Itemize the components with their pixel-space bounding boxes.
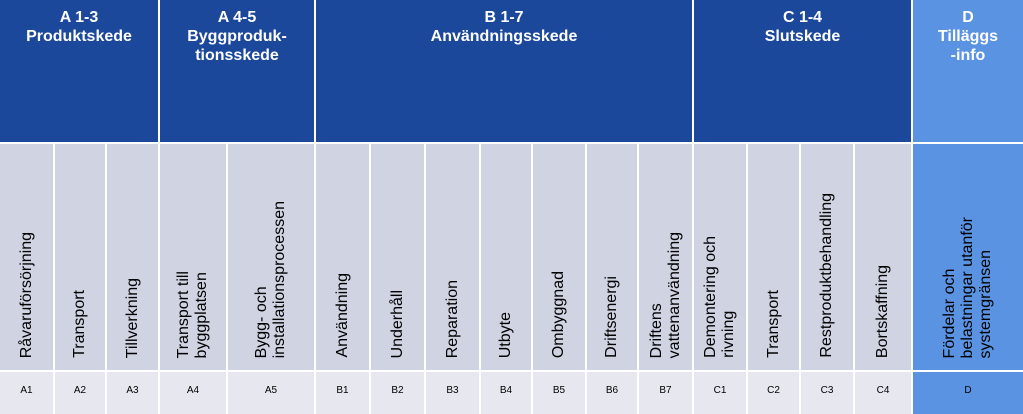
module-name: Reparation — [444, 280, 462, 358]
stage-header-a1-3: A 1-3 Produktskede — [0, 0, 158, 142]
module-code-a3: A3 — [107, 372, 158, 414]
module-name: Utbyte — [497, 312, 515, 358]
module-name-line: rivning — [720, 310, 737, 358]
stage-header-line: A 1-3 — [59, 9, 99, 26]
module-name: Råvaruförsörjning — [18, 232, 36, 358]
module-name-cell-a4: Transport till byggplatsen — [160, 144, 226, 370]
module-code-c4: C4 — [855, 372, 911, 414]
module-name-line: Driftsenergi — [603, 276, 620, 358]
module-code-b3: B3 — [426, 372, 479, 414]
module-name-line: Bygg- och — [253, 285, 270, 358]
stage-header-d: D Tilläggs -info — [913, 0, 1023, 142]
module-name: Ombyggnad — [550, 271, 568, 358]
module-name: Transport till byggplatsen — [175, 271, 211, 358]
module-name: Demontering och rivning — [702, 236, 738, 358]
stage-header-a4-5: A 4-5 Byggproduk-tionsskede — [160, 0, 314, 142]
module-name-cell-d: Fördelar och belastningar utanför systemgr… — [913, 144, 1023, 370]
module-name-cell-c1: Demontering och rivning — [694, 144, 746, 370]
module-name-line: Utbyte — [497, 311, 514, 358]
module-name: Restproduktbehandling — [818, 193, 836, 358]
module-code-b7: B7 — [639, 372, 692, 414]
module-name-line: Tillverkning — [123, 277, 141, 358]
module-code-a1: A1 — [0, 372, 53, 414]
module-name-line: systemgränsen — [977, 249, 994, 359]
module-name: Underhåll — [389, 290, 407, 358]
module-code-b2: B2 — [371, 372, 424, 414]
module-name-cell-b4: Utbyte — [481, 144, 531, 370]
module-code-c2: C2 — [748, 372, 799, 414]
module-name-cell-b5: Ombyggnad — [533, 144, 585, 370]
module-name-line: installationsprocessen — [271, 200, 288, 358]
module-name-line: vattenanvändning — [665, 231, 683, 358]
module-name-line: Transport till — [175, 270, 192, 358]
module-name: Bygg- och installationsprocessen — [253, 201, 289, 358]
module-name-line: Reparation — [443, 279, 461, 358]
module-name: Transport — [71, 290, 89, 358]
stage-header-b1-7: B 1-7 Användningsskede — [316, 0, 692, 142]
module-code-c1: C1 — [694, 372, 746, 414]
stage-header-line: tionsskede — [195, 47, 279, 64]
module-name-line: Restproduktbehandling — [818, 193, 835, 358]
module-code-a4: A4 — [160, 372, 226, 414]
module-name-cell-c3: Restproduktbehandling — [801, 144, 853, 370]
module-name-line: Råvaruförsörjning — [17, 231, 35, 358]
stage-header-line: B 1-7 — [484, 9, 524, 26]
module-name-line: Användning — [333, 273, 351, 358]
module-name-line: Ombyggnad — [550, 270, 567, 358]
stage-header-line: Användningsskede — [430, 28, 578, 45]
stage-header-line: Slutskede — [764, 28, 841, 45]
module-name-line: Transport — [71, 290, 88, 358]
module-name-line: Demontering och — [702, 236, 719, 358]
module-name-cell-b1: Användning — [316, 144, 369, 370]
module-name-cell-b7: Driftens vattenanvändning — [639, 144, 692, 370]
module-name: Bortskaffning — [874, 265, 892, 358]
module-name-cell-b2: Underhåll — [371, 144, 424, 370]
module-name: Transport — [765, 290, 783, 358]
stage-header-line: Produktskede — [26, 28, 132, 45]
module-name-line: byggplatsen — [193, 271, 210, 358]
module-code-a5: A5 — [228, 372, 314, 414]
module-name-cell-a2: Transport — [55, 144, 105, 370]
module-code-b4: B4 — [481, 372, 531, 414]
stage-header-line: C 1-4 — [782, 9, 823, 26]
stage-header-c1-4: C 1-4 Slutskede — [694, 0, 911, 142]
module-name-cell-b6: Driftsenergi — [587, 144, 637, 370]
module-name-line: Bortskaffning — [874, 264, 891, 358]
module-name-line: Transport — [764, 290, 782, 358]
module-name-cell-a1: Råvaruförsörjning — [0, 144, 53, 370]
module-code-b6: B6 — [587, 372, 637, 414]
module-name-line: Driftens — [647, 302, 665, 358]
stage-header-line: A 4-5 — [217, 9, 257, 26]
stage-header-line: Tilläggs — [937, 28, 999, 45]
stage-header-line: D — [962, 9, 974, 26]
module-code-b1: B1 — [316, 372, 369, 414]
module-name-cell-a3: Tillverkning — [107, 144, 158, 370]
module-code-d: D — [913, 372, 1023, 414]
module-code-b5: B5 — [533, 372, 585, 414]
stage-header-line: Byggproduk- — [187, 28, 287, 45]
module-name-cell-a5: Bygg- och installationsprocessen — [228, 144, 314, 370]
module-name: Användning — [334, 273, 352, 358]
module-code-c3: C3 — [801, 372, 853, 414]
module-name: Fördelar och belastningar utanför systemgr… — [941, 217, 995, 358]
module-name-cell-c2: Transport — [748, 144, 799, 370]
module-name-line: Fördelar och — [941, 268, 958, 358]
module-name: Tillverkning — [124, 278, 142, 358]
module-name-cell-c4: Bortskaffning — [855, 144, 911, 370]
module-name: Driftsenergi — [603, 276, 621, 358]
module-name-line: Underhåll — [388, 289, 406, 358]
module-name-cell-b3: Reparation — [426, 144, 479, 370]
module-code-a2: A2 — [55, 372, 105, 414]
stage-header-line: -info — [950, 47, 986, 64]
module-name-line: belastningar utanför — [959, 216, 976, 358]
module-name: Driftens vattenanvändning — [648, 232, 684, 358]
